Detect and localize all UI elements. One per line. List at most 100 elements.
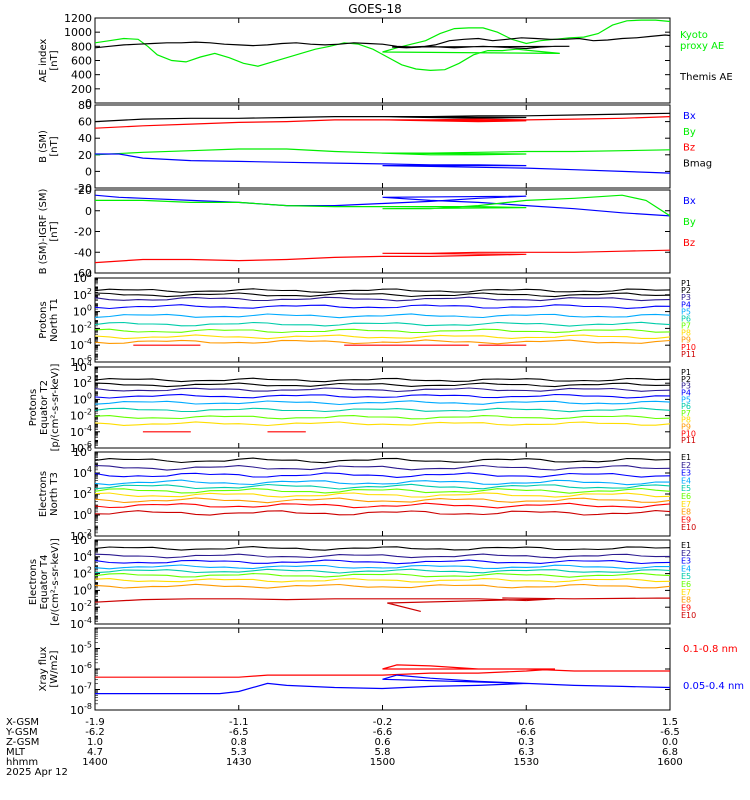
legend-entry: 0.1-0.8 nm <box>683 644 738 655</box>
series-line-by <box>95 148 670 156</box>
legend-entry: P10 <box>681 429 696 438</box>
x-axis-row-label: X-GSM <box>6 717 39 728</box>
x-axis-value: 1.5 <box>662 717 678 728</box>
y-axis-label: Xray flux <box>38 647 49 692</box>
y-axis-label: AE index <box>38 39 49 83</box>
legend-entry: P9 <box>681 336 691 345</box>
y-tick-label: 10-4 <box>70 337 92 352</box>
x-axis-value: -6.2 <box>85 727 105 738</box>
channel-line-e10 <box>95 510 670 516</box>
legend-entry: P6 <box>681 402 691 411</box>
channel-line-e4 <box>95 479 670 486</box>
channel-line-p5 <box>95 313 670 319</box>
y-tick-label: 102 <box>73 566 92 581</box>
x-axis-value: 1.0 <box>87 737 103 748</box>
channel-line-e6 <box>95 572 670 578</box>
channel-line-e1 <box>95 457 670 464</box>
y-axis-label: [nT] <box>49 136 60 156</box>
legend-entry: P1 <box>681 279 691 288</box>
legend-entry: E5 <box>681 572 691 581</box>
channel-line-e9 <box>95 502 670 509</box>
y-tick-label: 100 <box>73 304 92 319</box>
channel-line-e2 <box>95 464 670 471</box>
x-axis-row-label: MLT <box>6 747 26 758</box>
x-axis-value: 6.8 <box>662 747 678 758</box>
panel-frame <box>94 277 671 363</box>
channel-line-e2 <box>95 553 670 559</box>
legend-entry: P4 <box>681 388 691 397</box>
y-axis-label: Electrons <box>38 471 49 517</box>
y-tick-label: 20 <box>78 149 92 162</box>
channel-line-e7 <box>95 492 670 498</box>
y-axis-label: Equator T2 <box>39 380 50 435</box>
panel-frame <box>94 17 671 104</box>
series-line-0-1-0-8-nm <box>95 664 670 678</box>
channel-line-p9 <box>95 339 670 345</box>
y-tick-label: 10-5 <box>70 641 92 656</box>
series-line-bmag <box>95 106 670 123</box>
x-axis-value: 0.8 <box>231 737 247 748</box>
y-tick-label: 10-6 <box>70 661 92 676</box>
y-tick-label: 400 <box>71 69 92 82</box>
y-axis-label: North T3 <box>49 472 60 516</box>
series-line-by <box>95 194 670 217</box>
x-axis-value: 1530 <box>514 757 539 768</box>
y-tick-label: 0 <box>85 97 92 110</box>
y-tick-label: 80 <box>78 99 92 112</box>
y-tick-label: 100 <box>73 391 92 406</box>
channel-line-e8 <box>95 497 670 504</box>
y-tick-label: 20 <box>78 184 92 197</box>
y-tick-label: 200 <box>71 83 92 96</box>
legend-entry: P11 <box>681 436 696 445</box>
channel-line-e1 <box>95 546 670 551</box>
y-tick-label: 102 <box>73 375 92 390</box>
x-axis-value: 0.0 <box>662 737 678 748</box>
legend-entry: P1 <box>681 368 691 377</box>
legend-entry: Bx <box>683 196 696 207</box>
legend-entry: P7 <box>681 409 691 418</box>
legend-entry: E8 <box>681 508 691 517</box>
legend-entry: E1 <box>681 453 691 462</box>
y-tick-label: 10-2 <box>70 320 92 335</box>
x-axis-row-label: Z-GSM <box>6 737 39 748</box>
series-line-kyoto-proxy-ae <box>95 19 670 72</box>
series-line-bx <box>95 153 670 175</box>
y-tick-label: 10-8 <box>70 702 92 717</box>
x-axis-value: 0.6 <box>375 737 391 748</box>
legend-entry: E3 <box>681 557 691 566</box>
legend-entry: P9 <box>681 423 691 432</box>
y-tick-label: 106 <box>73 444 92 459</box>
y-tick-label: 10-2 <box>70 408 92 423</box>
y-tick-label: 10-2 <box>70 599 92 614</box>
channel-line-e3 <box>95 559 670 565</box>
x-axis-value: 0.3 <box>518 737 534 748</box>
y-tick-label: 800 <box>71 40 92 53</box>
y-axis-label: [e/(cm²-s-sr-keV)] <box>50 538 61 626</box>
x-axis-value: -6.5 <box>229 727 249 738</box>
legend-entry: E2 <box>681 549 691 558</box>
y-tick-label: 106 <box>73 532 92 547</box>
x-axis-value: 1600 <box>657 757 682 768</box>
channel-line-p6 <box>95 321 670 327</box>
legend-entry: E1 <box>681 541 691 550</box>
panel-frame <box>94 104 671 189</box>
legend-entry: P2 <box>681 375 691 384</box>
channel-segment <box>95 598 527 603</box>
legend-entry: E7 <box>681 500 691 509</box>
legend-entry: Bmag <box>683 158 712 169</box>
channel-line-e4 <box>95 564 670 570</box>
y-axis-label: Electrons <box>28 559 39 605</box>
y-tick-label: 10-4 <box>70 424 92 439</box>
legend-entry: E10 <box>681 523 696 532</box>
y-tick-label: 104 <box>73 359 92 374</box>
channel-line-e3 <box>95 472 670 478</box>
channel-line-e7 <box>95 578 670 583</box>
date-label: 2025 Apr 12 <box>6 767 68 778</box>
channel-line-p2 <box>95 292 670 298</box>
y-tick-label: 0 <box>85 205 92 218</box>
x-axis-value: -6.5 <box>660 727 680 738</box>
legend-entry: Bz <box>683 143 695 154</box>
channel-line-e6 <box>95 487 670 494</box>
y-tick-label: 102 <box>73 486 92 501</box>
y-tick-label: -20 <box>74 182 92 195</box>
